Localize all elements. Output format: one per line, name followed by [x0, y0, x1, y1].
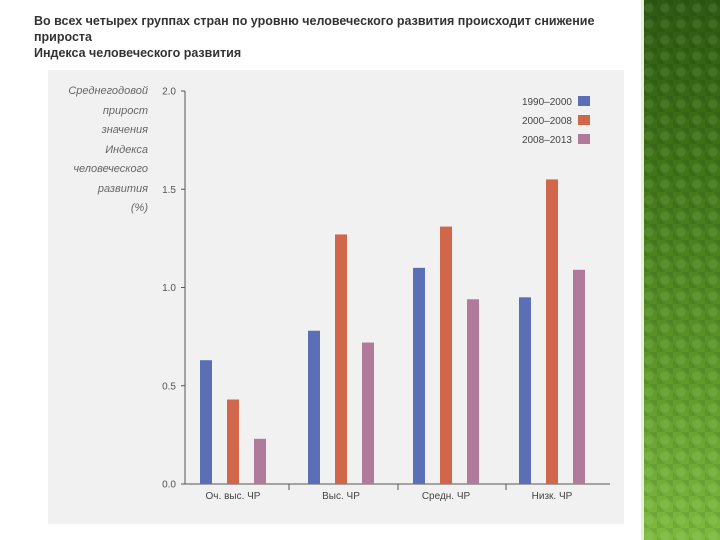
y-axis-label-line: значения	[101, 124, 148, 136]
x-tick-label: Средн. ЧР	[422, 491, 471, 502]
bar	[519, 297, 531, 484]
bar	[308, 330, 320, 484]
y-axis-label-line: человеческого	[73, 163, 148, 175]
bar	[362, 342, 374, 484]
y-axis-label-line: прирост	[102, 104, 148, 117]
y-axis-label-line: (%)	[130, 202, 148, 214]
bar	[413, 267, 425, 484]
y-tick-label: 0.0	[162, 480, 176, 491]
y-axis-label-line: развития	[97, 182, 148, 195]
slide-title-line-2: Индекса человеческого развития	[34, 46, 242, 60]
y-tick-label: 1.0	[162, 283, 176, 294]
bar	[200, 360, 212, 484]
slide-title-line-1: Во всех четырех группах стран по уровню …	[34, 14, 595, 44]
bar	[573, 269, 585, 484]
legend-label: 2008–2013	[522, 135, 572, 146]
y-axis-label: Среднегодовой прирост значения Индекса ч…	[56, 82, 148, 219]
x-tick-label: Оч. выс. ЧР	[206, 491, 261, 502]
y-tick-label: 2.0	[162, 87, 176, 98]
legend-label: 2000–2008	[522, 116, 572, 127]
legend-swatch	[578, 134, 590, 144]
y-axis-label-line: Среднегодовой	[68, 85, 148, 97]
side-panel-edge	[641, 0, 644, 540]
bar	[254, 438, 266, 484]
side-panel-pattern	[641, 0, 720, 540]
x-tick-label: Выс. ЧР	[322, 491, 360, 502]
legend-swatch	[578, 115, 590, 125]
legend-label: 1990–2000	[522, 97, 572, 108]
decorative-side-panel	[641, 0, 720, 540]
bar	[440, 226, 452, 484]
x-tick-label: Низк. ЧР	[532, 491, 573, 502]
y-tick-label: 0.5	[162, 381, 176, 392]
bar	[335, 234, 347, 484]
bar	[546, 179, 558, 485]
slide-title: Во всех четырех группах стран по уровню …	[34, 13, 614, 61]
bar	[467, 299, 479, 484]
y-axis-label-line: Индекса	[105, 143, 148, 156]
y-tick-label: 1.5	[162, 185, 176, 196]
bar	[227, 399, 239, 484]
legend-swatch	[578, 96, 590, 106]
